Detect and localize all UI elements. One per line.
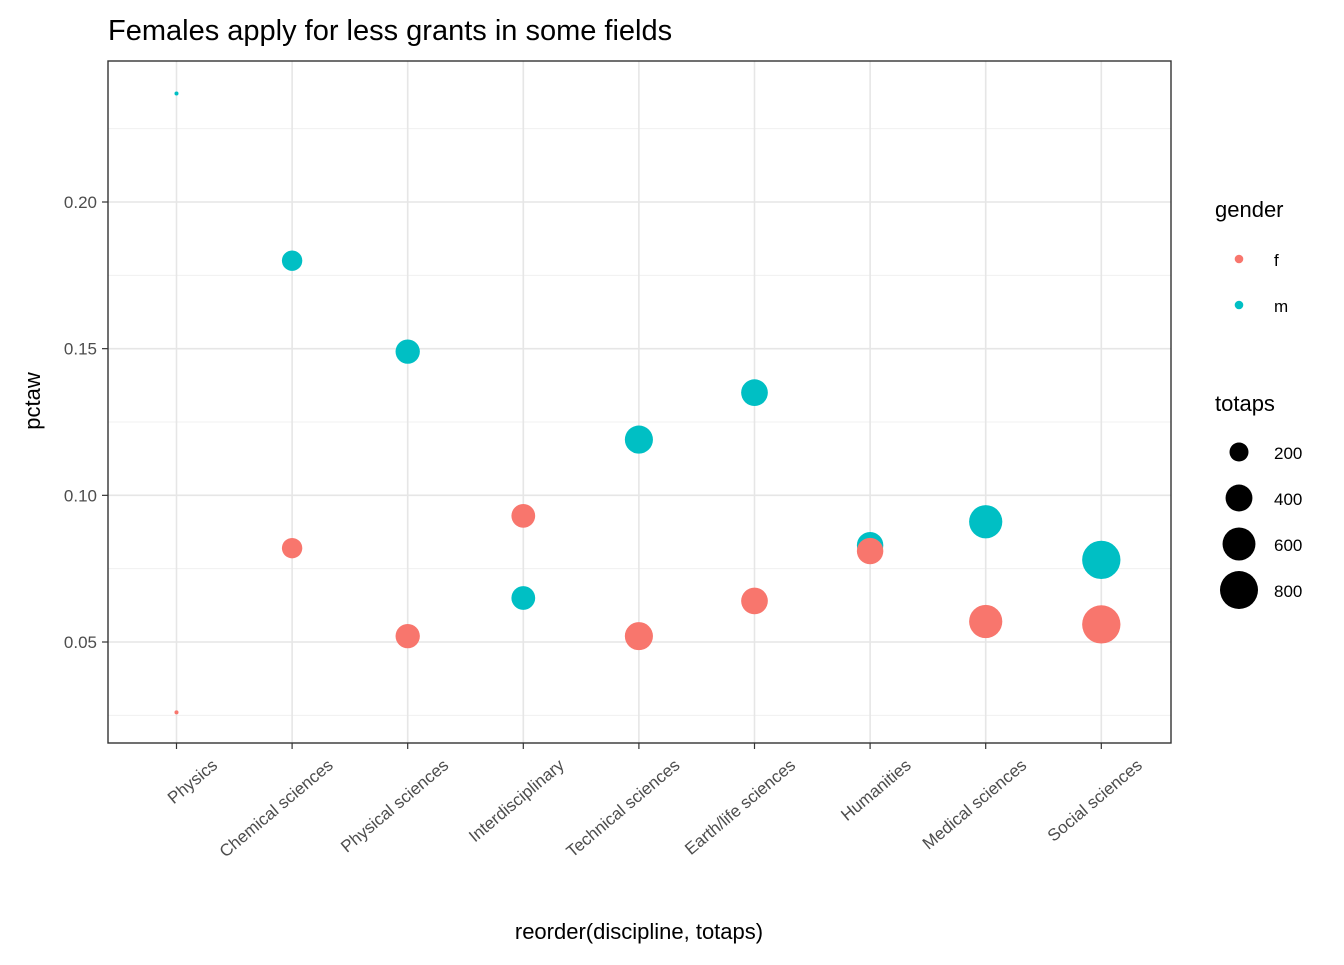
legend-size-label-800: 800 (1274, 582, 1302, 601)
x-axis-title: reorder(discipline, totaps) (515, 919, 763, 944)
point-f-6 (856, 537, 884, 565)
point-m-3 (511, 586, 536, 610)
point-f-8 (1082, 605, 1121, 644)
legend-title-gender: gender (1215, 197, 1284, 222)
legend-size-label-400: 400 (1274, 490, 1302, 509)
chart-title: Females apply for less grants in some fi… (108, 15, 672, 47)
legend-size-key-600 (1222, 527, 1256, 561)
legend-title-totaps: totaps (1215, 391, 1275, 416)
point-m-4 (624, 425, 653, 454)
y-tick-label: 0.20 (64, 193, 97, 212)
legend-size-key-800 (1219, 570, 1259, 610)
point-m-1 (281, 250, 303, 271)
x-tick-label: Technical sciences (563, 756, 684, 862)
legend-key-m (1234, 300, 1244, 310)
point-f-5 (741, 587, 768, 615)
legend: gender f m totaps 200 400 600 800 (1215, 197, 1302, 610)
legend-label-m: m (1274, 297, 1288, 316)
x-tick-label: Chemical sciences (216, 756, 337, 862)
y-axis-title: pctaw (20, 372, 45, 430)
x-tick-label: Physical sciences (337, 756, 452, 857)
y-tick-label: 0.05 (64, 633, 97, 652)
legend-size-key-400 (1225, 484, 1253, 512)
x-tick-label: Physics (164, 756, 221, 808)
legend-size-label-600: 600 (1274, 536, 1302, 555)
point-f-3 (511, 503, 536, 528)
point-f-1 (281, 537, 303, 559)
point-f-0 (174, 710, 179, 715)
x-tick-label: Social sciences (1044, 756, 1146, 846)
point-f-7 (969, 604, 1003, 639)
x-tick-label: Medical sciences (919, 756, 1030, 854)
point-m-2 (395, 339, 420, 364)
legend-label-f: f (1274, 251, 1279, 270)
legend-size-label-200: 200 (1274, 444, 1302, 463)
point-m-8 (1082, 540, 1121, 580)
point-f-4 (624, 622, 653, 651)
point-m-0 (174, 91, 179, 96)
y-tick-label: 0.15 (64, 340, 97, 359)
x-tick-label: Earth/life sciences (681, 756, 799, 859)
point-m-5 (741, 379, 768, 407)
x-tick-label: Interdisciplinary (465, 755, 568, 846)
point-f-2 (395, 623, 420, 649)
legend-size-key-200 (1229, 442, 1249, 462)
y-tick-label: 0.10 (64, 486, 97, 505)
point-m-7 (969, 505, 1003, 539)
x-tick-label: Humanities (837, 756, 914, 825)
legend-key-f (1234, 254, 1244, 264)
